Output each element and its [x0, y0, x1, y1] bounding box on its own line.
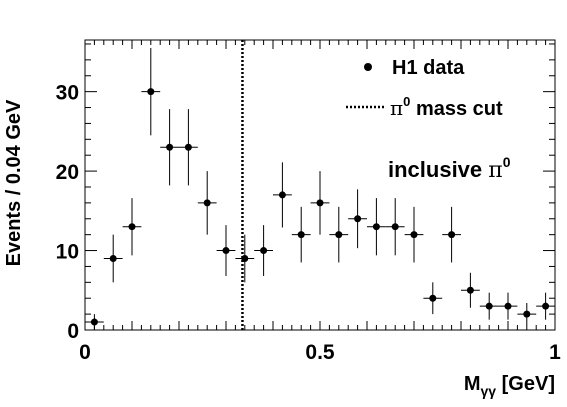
- data-point: [235, 234, 255, 283]
- marker: [109, 254, 117, 262]
- marker: [316, 199, 324, 207]
- marker: [297, 231, 305, 239]
- marker: [354, 215, 362, 223]
- legend-data-label: H1 data: [392, 57, 465, 79]
- marker: [147, 88, 155, 96]
- data-point: [517, 302, 537, 326]
- x-tick-label: 0.5: [305, 341, 335, 364]
- data-point: [536, 292, 555, 320]
- x-tick-label: 1: [549, 341, 561, 364]
- marker: [523, 310, 531, 318]
- legend-cut-label: π0 mass cut: [390, 94, 503, 120]
- marker: [542, 302, 550, 310]
- data-point: [329, 206, 349, 263]
- data-point: [179, 109, 198, 186]
- marker: [429, 294, 437, 302]
- y-tick-label: 0: [67, 320, 79, 343]
- annotation-text: inclusive π0: [388, 154, 511, 183]
- y-tick-label: 30: [56, 82, 79, 105]
- legend-marker: [364, 63, 372, 71]
- data-point: [103, 234, 123, 283]
- marker: [335, 231, 343, 239]
- marker: [90, 318, 98, 326]
- marker: [222, 247, 230, 255]
- data-point: [498, 292, 518, 320]
- data-point: [197, 171, 217, 235]
- marker: [241, 254, 249, 262]
- axis-ticks: [84, 40, 556, 331]
- marker: [260, 247, 268, 255]
- data-point: [85, 314, 104, 330]
- data-point: [348, 189, 367, 249]
- marker: [128, 223, 136, 231]
- marker: [466, 286, 474, 294]
- x-axis-label: Mγγ [GeV]: [464, 373, 555, 399]
- x-tick-label: 0: [79, 341, 91, 364]
- marker: [410, 231, 418, 239]
- data-point: [254, 225, 273, 276]
- data-point: [160, 109, 179, 186]
- marker: [391, 223, 399, 231]
- data-point: [442, 206, 461, 263]
- data-point: [461, 272, 480, 308]
- data-point: [385, 198, 405, 256]
- marker: [372, 223, 380, 231]
- data-point: [404, 206, 424, 263]
- marker: [184, 143, 192, 151]
- data-point: [310, 171, 330, 235]
- data-point: [141, 47, 161, 136]
- marker: [278, 191, 286, 199]
- data-points: [85, 47, 555, 330]
- annotation: inclusive π0: [388, 154, 511, 183]
- marker: [166, 143, 174, 151]
- data-point: [273, 162, 292, 228]
- data-point: [367, 198, 386, 256]
- y-tick-label: 20: [56, 161, 79, 184]
- legend: H1 data π0 mass cut: [346, 57, 503, 120]
- data-point: [216, 225, 236, 276]
- data-point: [122, 198, 142, 256]
- marker: [504, 302, 512, 310]
- y-tick-label: 10: [56, 241, 79, 264]
- data-point: [291, 206, 311, 263]
- marker: [485, 302, 493, 310]
- data-point: [479, 292, 499, 320]
- marker: [448, 231, 456, 239]
- y-axis-label: Events / 0.04 GeV: [3, 99, 25, 266]
- marker: [203, 199, 211, 207]
- data-point: [423, 282, 443, 315]
